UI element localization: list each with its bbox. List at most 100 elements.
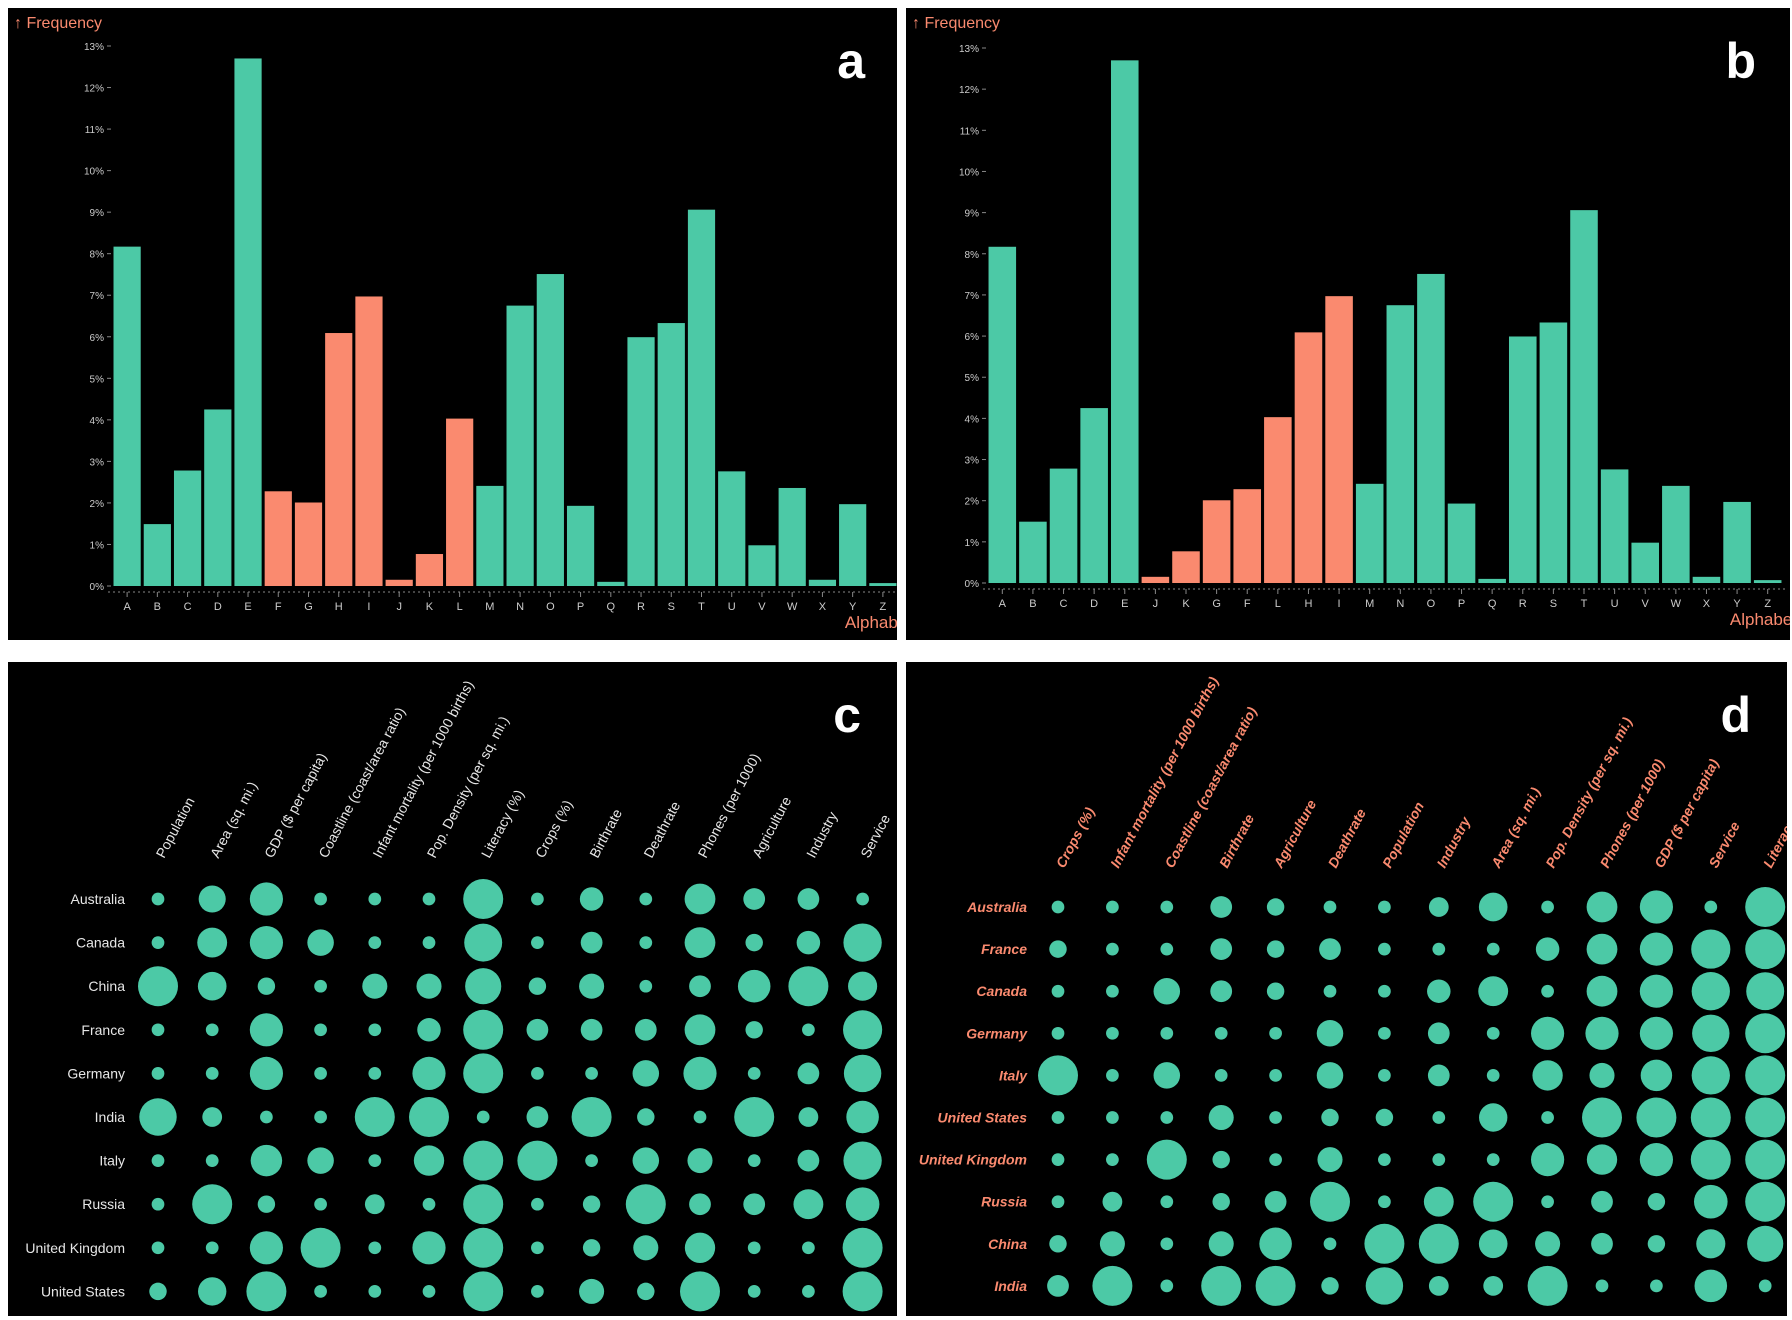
bubble xyxy=(1639,890,1673,924)
bubble xyxy=(246,1271,287,1312)
y-tick-label: 2% xyxy=(965,497,980,508)
y-tick-label: 3% xyxy=(965,456,980,467)
bubble xyxy=(1486,1026,1500,1040)
bubble xyxy=(1745,1139,1786,1180)
bubble xyxy=(1650,1279,1663,1293)
bubble xyxy=(1541,984,1554,998)
x-tick-label: R xyxy=(637,601,645,613)
bubble xyxy=(151,1067,165,1080)
bubble xyxy=(314,979,327,993)
y-tick-label: 2% xyxy=(90,499,105,510)
bar xyxy=(536,274,564,586)
row-label: United States xyxy=(938,1110,1028,1126)
bubble xyxy=(1647,1235,1666,1253)
bubble xyxy=(1047,1275,1069,1297)
x-tick-label: F xyxy=(275,601,282,613)
x-tick-label: H xyxy=(335,601,343,613)
bar xyxy=(385,579,413,586)
bubble-matrix-panel-c: Population Area (sq. mi.) GDP ($ per capit… xyxy=(8,662,897,1316)
x-tick-label: U xyxy=(728,601,736,613)
y-tick-label: 5% xyxy=(90,374,105,385)
bubble xyxy=(1212,1150,1230,1169)
y-tick-label: 12% xyxy=(84,84,104,95)
bar xyxy=(566,505,595,586)
bubble xyxy=(1745,1097,1786,1138)
x-tick-label: U xyxy=(1611,598,1619,610)
column-header: Industry xyxy=(1433,813,1474,870)
x-tick-label: H xyxy=(1304,598,1312,610)
column-header: Population xyxy=(1379,799,1427,870)
bubble xyxy=(793,1189,824,1220)
bubble xyxy=(257,977,276,995)
bubble xyxy=(1321,1108,1339,1127)
column-header: Population xyxy=(153,794,198,860)
bubble xyxy=(463,1009,504,1050)
bubble xyxy=(1323,1237,1337,1251)
bubble xyxy=(1535,937,1560,961)
bubble xyxy=(845,1187,880,1222)
bubble xyxy=(1106,1153,1119,1166)
bubble xyxy=(1745,887,1786,927)
bar-chart-panel-a: 0% 1% 2% 3% 4% 5% 6% 7% 8% 9% 10% 11% 12% 13% A B C D E F G H… xyxy=(8,8,897,640)
y-tick-label: 0% xyxy=(90,582,105,593)
x-tick-label: K xyxy=(426,601,434,613)
bar xyxy=(1447,503,1476,583)
bubble xyxy=(531,892,544,906)
bubble xyxy=(846,1100,879,1134)
bubble xyxy=(580,1018,603,1041)
bubble xyxy=(633,1235,659,1261)
column-header: Agriculture xyxy=(1270,797,1320,872)
bubble xyxy=(1483,1276,1504,1296)
column-header: Service xyxy=(857,811,893,860)
bubble xyxy=(637,1282,655,1301)
bar xyxy=(988,246,1017,583)
bubble xyxy=(314,1110,327,1124)
bubble xyxy=(1160,1237,1174,1251)
bubble xyxy=(797,1149,820,1172)
bubble xyxy=(151,892,165,906)
bubble xyxy=(1051,984,1065,998)
bubble xyxy=(1266,982,1285,1000)
bubble xyxy=(683,1056,717,1090)
bubble xyxy=(531,1241,544,1255)
bubble xyxy=(138,966,178,1007)
y-tick-label: 1% xyxy=(965,538,980,549)
y-tick-label: 5% xyxy=(965,373,980,384)
bar xyxy=(1417,273,1445,583)
bar xyxy=(355,296,383,586)
bubble xyxy=(139,1098,177,1136)
bubble xyxy=(1639,932,1673,966)
bubble xyxy=(409,1097,449,1137)
row-label: Canada xyxy=(76,935,125,951)
bubble xyxy=(1478,892,1508,922)
bar xyxy=(1202,500,1231,583)
bubble xyxy=(1478,1229,1508,1259)
column-header: Area (sq. mi.) xyxy=(1487,784,1543,871)
bubble xyxy=(1378,900,1391,914)
bubble xyxy=(300,1227,341,1268)
bar xyxy=(1631,542,1660,583)
bubble xyxy=(198,1277,227,1306)
bubble xyxy=(1051,1111,1065,1124)
bubble xyxy=(531,1285,544,1298)
bubble xyxy=(422,1285,436,1298)
bubble xyxy=(1745,1055,1786,1096)
bubble xyxy=(1321,1277,1339,1295)
bubble xyxy=(1153,977,1181,1005)
x-tick-label: M xyxy=(1365,598,1374,610)
x-tick-label: Q xyxy=(607,601,616,613)
x-tick-label: P xyxy=(577,601,584,613)
bar xyxy=(1264,417,1292,583)
bubble xyxy=(422,1197,436,1211)
bubble xyxy=(1418,1223,1459,1264)
bubble xyxy=(1745,1013,1786,1054)
y-tick-label: 8% xyxy=(90,250,105,261)
x-tick-label: X xyxy=(1703,598,1711,610)
bubble xyxy=(1591,1232,1613,1255)
bubble xyxy=(249,926,283,960)
bar xyxy=(1753,580,1782,583)
y-tick-label: 7% xyxy=(90,291,105,302)
bubble xyxy=(1691,1056,1730,1095)
bubble xyxy=(149,1282,167,1301)
bubble xyxy=(422,892,436,906)
